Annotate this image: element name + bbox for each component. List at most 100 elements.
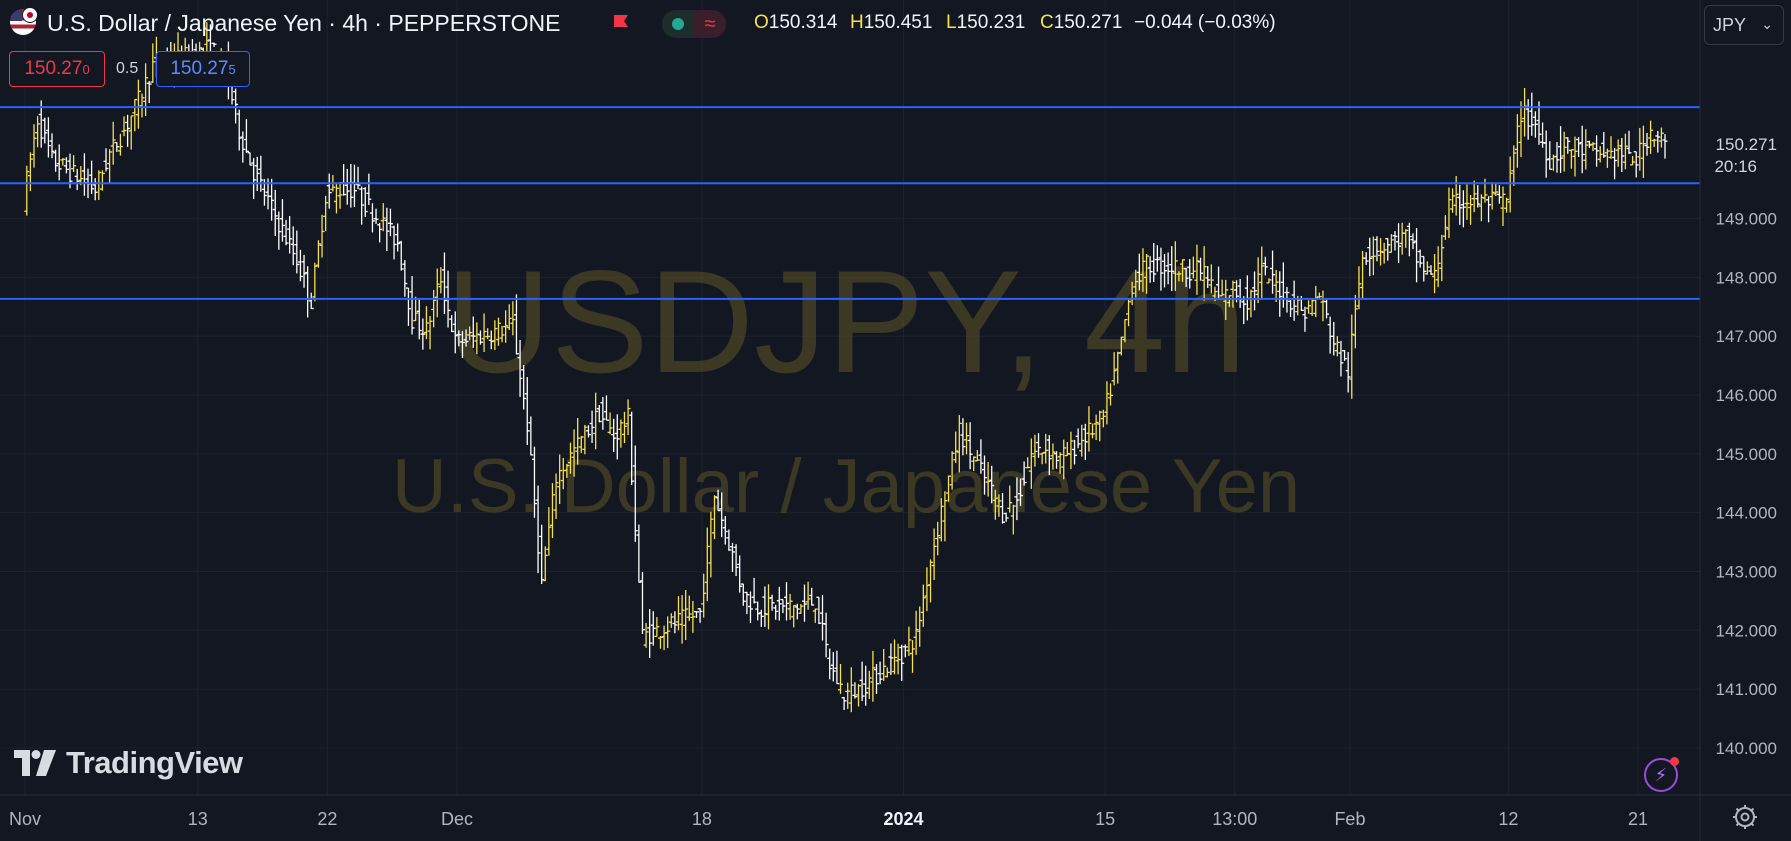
ohlc-bar: [1392, 231, 1398, 251]
ohlc-bar: [985, 462, 991, 497]
price-tick-label: 148.000: [1716, 268, 1777, 287]
time-tick-label: 2024: [883, 809, 923, 829]
ohlc-bar: [1306, 300, 1312, 314]
watermark-name: U.S. Dollar / Japanese Yen: [392, 444, 1300, 529]
ohlc-bar: [881, 648, 887, 681]
price-tick-label: 142.000: [1716, 621, 1777, 640]
ohlc-bar: [629, 411, 635, 485]
ohlc-bar: [1144, 254, 1150, 294]
ohlc-bar: [834, 650, 840, 685]
ohlc-bar: [719, 492, 725, 538]
ohlc-bar: [1543, 130, 1549, 178]
ohlc-bar: [1180, 259, 1186, 282]
tradingview-logo[interactable]: TradingView: [14, 745, 243, 781]
ohlc-bar: [1176, 271, 1182, 282]
ohlc-bar: [236, 109, 242, 151]
ohlc-bar: [1604, 148, 1610, 168]
ohlc-bar: [362, 187, 368, 217]
watermark: USDJPY, 4h U.S. Dollar / Japanese Yen: [392, 240, 1300, 529]
ohlc-bar: [315, 240, 321, 268]
ohlc-bar: [625, 399, 631, 436]
ohlc-bar: [1291, 280, 1297, 321]
ohlc-bar: [773, 604, 779, 620]
ohlc-bar: [45, 117, 51, 158]
market-status[interactable]: ≈: [662, 10, 726, 38]
ohlc-bar: [49, 133, 55, 159]
ohlc-bar: [1241, 296, 1247, 325]
ohlc-bar: [614, 414, 620, 460]
ohlc-bar: [827, 648, 833, 680]
ohlc-bar: [1219, 279, 1225, 297]
ohlc-bar: [812, 608, 818, 623]
currency-select[interactable]: JPY ⌄: [1704, 5, 1784, 45]
ohlc-bar: [488, 330, 494, 350]
chevron-down-icon: ⌄: [1761, 16, 1773, 32]
ohlc-bar: [1662, 134, 1668, 159]
ohlc-bar: [621, 411, 627, 444]
ohlc-bar: [845, 682, 851, 709]
ohlc-bar: [1450, 188, 1456, 213]
ohlc-bar: [758, 609, 764, 627]
sell-button[interactable]: 150.27 0: [9, 51, 105, 87]
flag-icon[interactable]: [612, 13, 630, 33]
ohlc-bar: [1514, 114, 1520, 168]
ohlc-bar: [740, 583, 746, 606]
ohlc-bar: [517, 339, 523, 397]
ohlc-bar: [402, 260, 408, 297]
ohlc-bar: [290, 226, 296, 266]
ohlc-bar: [996, 494, 1002, 517]
ohlc-bar: [485, 328, 491, 340]
ohlc-bar: [1277, 271, 1283, 317]
ohlc-bar: [279, 199, 285, 242]
ohlc-bar: [639, 571, 645, 634]
ohlc-bar: [60, 158, 66, 166]
ohlc-bar: [1507, 156, 1513, 213]
ohlc-bar: [269, 178, 275, 221]
ohlc-bar: [117, 133, 123, 156]
ohlc-bar: [513, 294, 519, 355]
ohlc-bar: [593, 392, 599, 450]
ohlc-bar: [1003, 512, 1009, 522]
ohlc-bar: [733, 544, 739, 576]
ohlc-bar: [1410, 233, 1416, 250]
ohlc-bar: [276, 211, 282, 250]
ohlc-bar: [647, 609, 653, 658]
ohlc-bar: [337, 182, 343, 209]
ohlc-bar: [1172, 241, 1178, 291]
ohlc-bar: [920, 584, 926, 627]
ohlc-bar: [1223, 279, 1229, 321]
ohlc-bar: [53, 149, 59, 172]
ohlc-bar: [74, 168, 80, 191]
ohlc-bar: [1270, 250, 1276, 294]
ohlc-bar: [1511, 145, 1517, 186]
ohlc-bar: [423, 306, 429, 340]
ohlc-bar: [139, 93, 145, 118]
ohlc-bar: [1079, 424, 1085, 457]
ohlc-bar: [704, 527, 710, 602]
tradingview-logo-icon: [14, 750, 56, 776]
ohlc-bar: [877, 661, 883, 685]
ohlc-bar: [521, 364, 527, 410]
ohlc-bar: [841, 696, 847, 711]
lightning-icon[interactable]: ⚡: [1644, 757, 1679, 792]
ohlc-bar: [1226, 295, 1232, 307]
ohlc-bar: [297, 249, 303, 282]
price-tick-label: 141.000: [1716, 680, 1777, 699]
ohlc-bar: [150, 43, 156, 83]
buy-button[interactable]: 150.27 5: [156, 51, 250, 87]
ohlc-bar: [899, 644, 905, 682]
gear-icon[interactable]: [1731, 803, 1759, 831]
ohlc-bar: [233, 88, 239, 124]
symbol-title[interactable]: U.S. Dollar / Japanese Yen · 4h · PEPPER…: [47, 10, 561, 36]
price-axis[interactable]: 140.000 141.000 142.000 143.000 144.000 145.0…: [1700, 0, 1791, 795]
ohlc-bar: [56, 144, 62, 181]
ohlc-bar: [99, 170, 105, 191]
ohlc-bar: [63, 157, 69, 174]
ohlc-bar: [960, 418, 966, 456]
ohlc-bar: [801, 584, 807, 622]
ohlc-bar: [1108, 383, 1114, 406]
ohlc-bar: [1536, 101, 1542, 145]
